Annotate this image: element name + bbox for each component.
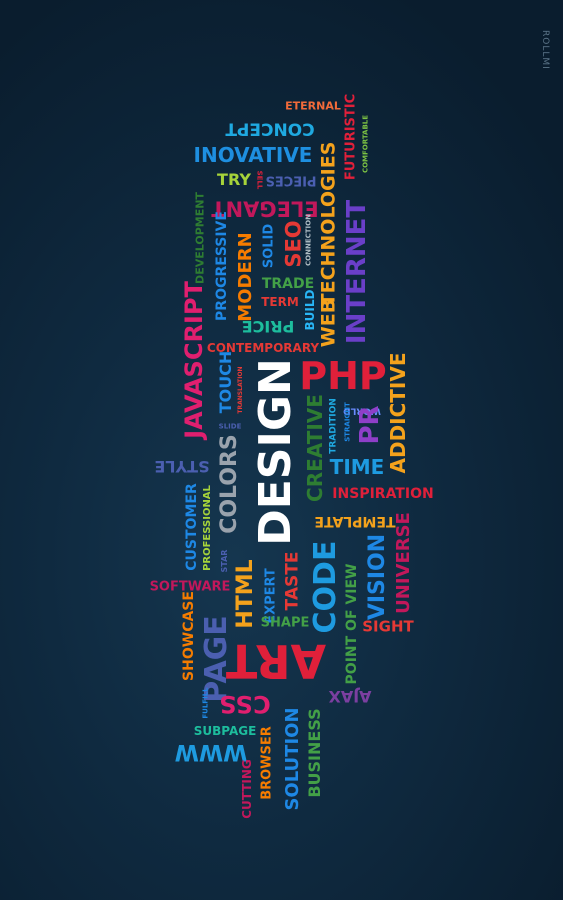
word-price: PRICE	[241, 317, 295, 336]
word-trade: TRADE	[261, 276, 315, 292]
word-universe: UNIVERSE	[393, 512, 414, 614]
word-sell: SELL	[255, 170, 264, 190]
word-taste: TASTE	[282, 551, 303, 611]
word-concept: CONCEPT	[225, 118, 315, 139]
word-cutting: CUTTING	[240, 759, 254, 819]
word-vision: VISION	[365, 533, 390, 621]
word-html: HTML	[233, 559, 258, 629]
word-professional: PROFESSIONAL	[202, 485, 213, 571]
word-progressive: PROGRESSIVE	[214, 211, 230, 321]
word-translation: TRANSLATION	[237, 366, 244, 414]
word-modern: MODERN	[235, 232, 256, 322]
word-solution: SOLUTION	[282, 707, 303, 811]
word-futuristic: FUTURISTIC	[343, 93, 359, 181]
word-javascript: JAVASCRIPT	[180, 281, 208, 439]
word-browser: BROWSER	[259, 726, 275, 800]
word-slide: SLIDE	[218, 422, 242, 431]
word-pieces: PIECES	[265, 172, 317, 188]
word-shape: SHAPE	[260, 615, 310, 631]
word-contemporary: CONTEMPORARY	[206, 341, 320, 355]
word-connection: CONNECTION	[304, 214, 313, 266]
word-seo: SEO	[281, 220, 306, 268]
word-pr: PR	[355, 405, 385, 445]
word-subpage: SUBPAGE	[193, 724, 257, 738]
word-inspiration: INSPIRATION	[332, 486, 434, 502]
word-customer: CUSTOMER	[184, 483, 200, 571]
artist-signature: ROLLMI	[540, 30, 550, 70]
word-colors: COLORS	[217, 434, 242, 534]
word-design: DESIGN	[250, 358, 301, 546]
word-fulfill: FULFILL	[201, 687, 210, 719]
word-php: PHP	[299, 354, 387, 398]
word-addictive: ADDICTIVE	[386, 352, 410, 474]
word-sight: SIGHT	[362, 617, 414, 636]
word-comfortable: COMFORTABLE	[361, 114, 370, 174]
word-creative: CREATIVE	[303, 394, 327, 502]
word-point-of-view: POINT OF VIEW	[344, 563, 360, 685]
word-template: TEMPLATE	[314, 513, 396, 529]
word-inovative: INOVATIVE	[193, 143, 313, 167]
word-try: TRY	[217, 170, 251, 189]
word-showcase: SHOWCASE	[181, 591, 197, 681]
word-solid: SOLID	[261, 223, 277, 269]
word-software: SOFTWARE	[149, 579, 231, 595]
word-css: CSS	[219, 690, 271, 718]
word-eternal: ETERNAL	[285, 99, 341, 113]
word-www: WWW	[174, 739, 248, 764]
word-time: TIME	[329, 455, 385, 479]
word-internet: INTERNET	[342, 199, 372, 345]
word-code: CODE	[308, 540, 343, 634]
word-style: STYLE	[154, 457, 210, 476]
word-term: TERM	[261, 295, 299, 309]
word-web: WEB	[317, 298, 340, 348]
word-development: DEVELOPMENT	[193, 192, 207, 284]
word-build: BUILD	[303, 289, 317, 331]
word-art: ART	[225, 634, 327, 688]
word-touch: TOUCH	[216, 350, 235, 414]
word-star: STAR	[220, 549, 229, 573]
word-technologies: TECHNOLOGIES	[317, 141, 340, 307]
word-ajax: AJAX	[328, 687, 372, 706]
word-tradition: TRADITION	[328, 398, 339, 454]
word-business: BUSINESS	[305, 708, 324, 798]
word-straight: STRAIGHT	[343, 402, 352, 442]
